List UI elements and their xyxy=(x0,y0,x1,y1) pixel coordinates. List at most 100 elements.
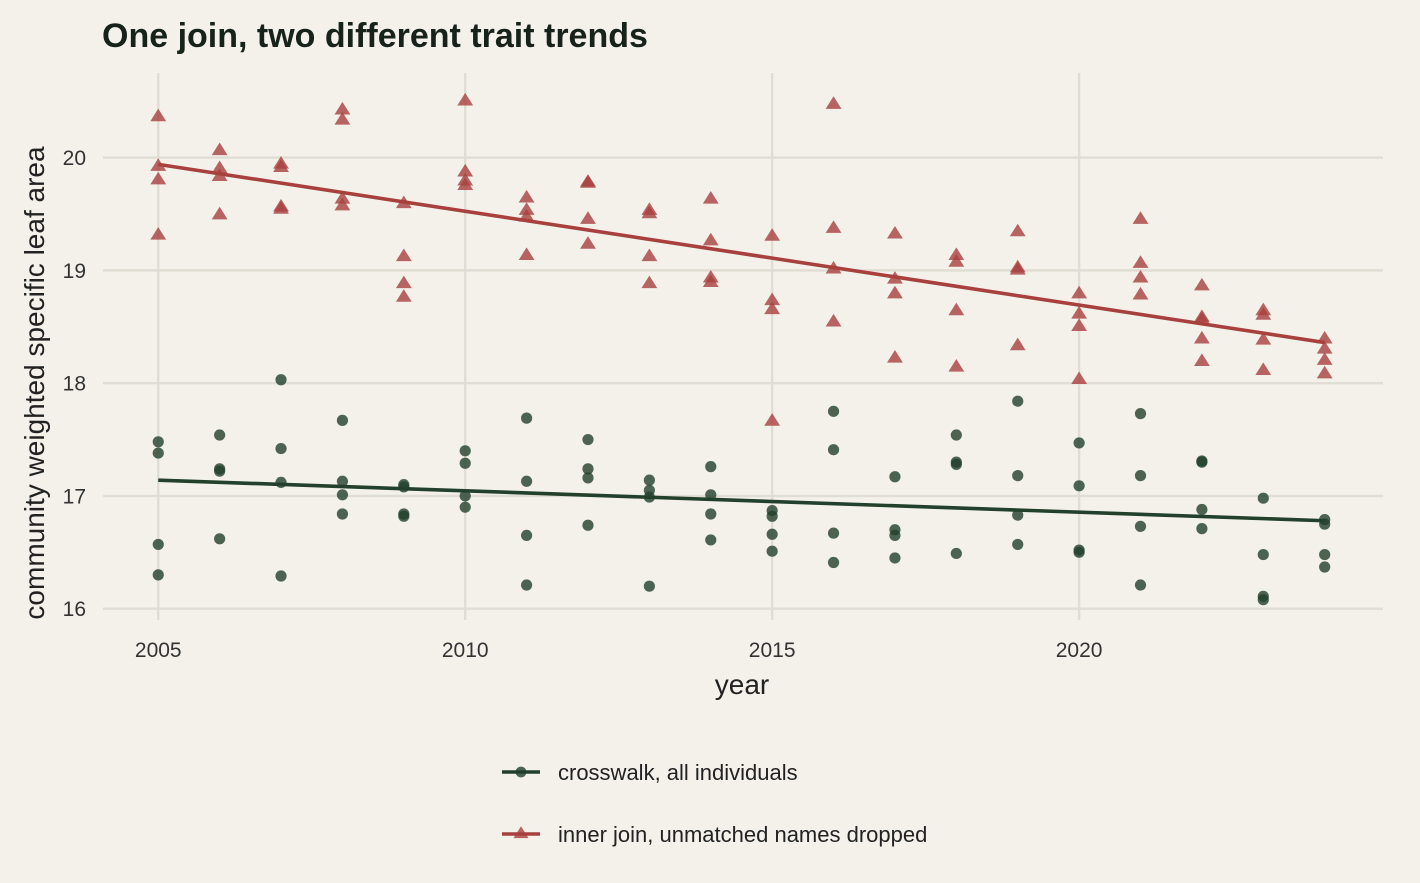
trend-line xyxy=(158,478,1325,523)
gridlines xyxy=(103,73,1383,620)
data-point-triangle xyxy=(273,159,289,173)
y-axis-label: community weighted specific leaf area xyxy=(19,146,50,620)
data-point-triangle xyxy=(1193,330,1210,344)
data-point-circle xyxy=(152,538,164,551)
data-point-triangle xyxy=(211,206,228,220)
data-point-circle xyxy=(1073,480,1085,492)
data-point-triangle xyxy=(641,275,658,289)
data-point-triangle xyxy=(518,202,535,215)
data-point-circle xyxy=(827,444,840,456)
data-point-triangle xyxy=(457,177,474,191)
data-point-triangle xyxy=(1009,262,1026,275)
data-point-circle xyxy=(336,414,349,426)
data-point-triangle xyxy=(948,359,965,372)
data-point-triangle xyxy=(334,112,351,125)
data-point-triangle xyxy=(580,175,596,188)
data-point-circle xyxy=(1319,561,1331,573)
data-point-triangle xyxy=(1193,277,1210,291)
data-point-triangle xyxy=(702,232,719,246)
data-point-triangle xyxy=(211,160,228,174)
data-point-triangle xyxy=(395,248,412,262)
data-point-triangle xyxy=(887,285,903,299)
data-point-triangle xyxy=(641,205,658,219)
data-point-triangle xyxy=(518,247,535,260)
data-point-triangle xyxy=(1132,286,1149,300)
data-point-circle xyxy=(766,510,778,522)
data-point-circle xyxy=(275,442,287,455)
data-point-circle xyxy=(1257,492,1269,504)
data-point-triangle xyxy=(764,292,781,306)
data-point-circle xyxy=(705,461,717,473)
data-point-triangle xyxy=(1193,353,1210,366)
data-point-circle xyxy=(889,529,901,542)
data-point-triangle xyxy=(948,254,965,267)
data-point-triangle xyxy=(1316,365,1333,379)
data-point-circle xyxy=(1012,470,1024,482)
data-point-triangle xyxy=(1071,371,1088,385)
data-point-circle xyxy=(889,471,901,483)
data-point-triangle xyxy=(641,248,658,262)
data-point-triangle xyxy=(1009,223,1026,237)
data-point-circle xyxy=(520,529,533,542)
data-point-circle xyxy=(520,412,533,424)
series-circle xyxy=(152,374,1331,606)
data-point-circle xyxy=(1196,523,1208,535)
data-point-triangle xyxy=(764,228,781,241)
y-tick-label: 20 xyxy=(63,147,86,170)
data-point-circle xyxy=(459,501,471,513)
data-point-triangle xyxy=(518,189,535,203)
data-point-triangle xyxy=(150,108,167,122)
y-tick-label: 19 xyxy=(63,260,86,283)
data-point-circle xyxy=(1134,579,1147,591)
legend-label: inner join, unmatched names dropped xyxy=(558,822,927,847)
data-point-triangle xyxy=(1316,340,1333,354)
data-point-circle xyxy=(275,570,287,582)
x-tick-label: 2010 xyxy=(442,639,489,662)
y-tick-label: 16 xyxy=(63,598,86,621)
data-point-circle xyxy=(705,534,717,546)
data-point-triangle xyxy=(211,142,228,156)
data-point-circle xyxy=(582,463,594,475)
data-point-triangle xyxy=(1316,352,1333,365)
data-point-triangle xyxy=(1255,307,1272,320)
data-point-circle xyxy=(582,519,594,531)
data-point-triangle xyxy=(948,247,965,260)
data-point-circle xyxy=(459,445,471,457)
data-point-triangle xyxy=(1193,311,1210,325)
data-point-circle xyxy=(152,447,164,459)
data-point-circle xyxy=(889,552,901,564)
data-point-triangle xyxy=(273,201,289,214)
data-point-circle xyxy=(950,429,962,441)
data-point-circle xyxy=(950,458,962,470)
data-point-triangle xyxy=(702,274,719,288)
data-point-circle xyxy=(1012,509,1024,521)
data-point-triangle xyxy=(702,190,719,204)
legend-item: crosswalk, all individuals xyxy=(502,760,798,785)
data-point-triangle xyxy=(580,211,596,224)
data-point-triangle xyxy=(1255,362,1272,376)
data-point-circle xyxy=(1134,470,1147,482)
data-point-circle xyxy=(1134,520,1147,532)
data-point-circle xyxy=(766,545,778,557)
data-point-triangle xyxy=(825,313,842,327)
data-point-circle xyxy=(1012,538,1024,551)
data-point-circle xyxy=(643,474,655,486)
data-point-triangle xyxy=(150,171,167,185)
legend-key-marker xyxy=(515,766,527,778)
data-point-triangle xyxy=(887,350,903,363)
data-point-triangle xyxy=(334,101,351,115)
data-point-circle xyxy=(459,457,471,469)
data-point-circle xyxy=(275,374,287,386)
data-point-circle xyxy=(459,490,471,502)
series-triangle xyxy=(150,92,1333,426)
x-tick-label: 2020 xyxy=(1056,639,1103,662)
data-point-triangle xyxy=(825,96,842,109)
chart-title: One join, two different trait trends xyxy=(102,17,648,55)
data-point-triangle xyxy=(457,92,474,106)
legend-item: inner join, unmatched names dropped xyxy=(502,822,927,847)
data-point-triangle xyxy=(580,236,596,249)
data-point-triangle xyxy=(1071,285,1088,299)
data-point-circle xyxy=(1257,594,1269,606)
x-axis-ticks: 2005 2010 2015 2020 xyxy=(135,639,1103,662)
